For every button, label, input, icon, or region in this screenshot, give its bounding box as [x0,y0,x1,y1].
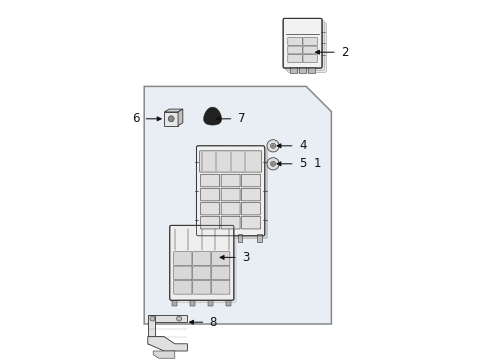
FancyBboxPatch shape [201,216,220,229]
FancyBboxPatch shape [174,280,192,294]
FancyBboxPatch shape [199,234,204,242]
FancyBboxPatch shape [199,149,268,239]
Polygon shape [144,86,331,324]
FancyBboxPatch shape [212,252,230,265]
Text: 2: 2 [341,46,348,59]
FancyBboxPatch shape [303,46,318,54]
FancyBboxPatch shape [208,299,213,306]
FancyBboxPatch shape [221,202,240,215]
Text: 5: 5 [299,157,306,170]
FancyBboxPatch shape [283,18,322,68]
FancyBboxPatch shape [291,67,297,73]
Circle shape [267,140,279,152]
Polygon shape [178,109,183,126]
FancyBboxPatch shape [170,225,234,300]
FancyBboxPatch shape [308,67,315,73]
Circle shape [270,143,276,148]
Text: 1: 1 [314,157,321,170]
FancyBboxPatch shape [242,216,261,229]
FancyBboxPatch shape [193,266,211,280]
Circle shape [176,316,182,321]
Text: 3: 3 [242,251,249,264]
Text: 8: 8 [210,316,217,329]
FancyBboxPatch shape [172,228,236,302]
FancyBboxPatch shape [212,280,230,294]
FancyBboxPatch shape [219,234,223,242]
FancyBboxPatch shape [190,299,195,306]
Polygon shape [148,315,155,344]
FancyBboxPatch shape [193,252,211,265]
FancyBboxPatch shape [283,18,322,68]
Text: 7: 7 [238,112,245,125]
FancyBboxPatch shape [242,174,261,187]
Circle shape [267,158,279,170]
Text: 4: 4 [299,139,307,152]
Circle shape [270,161,276,166]
FancyBboxPatch shape [242,202,261,215]
FancyBboxPatch shape [303,37,318,45]
Polygon shape [204,107,221,125]
FancyBboxPatch shape [201,202,220,215]
Polygon shape [148,337,187,351]
FancyBboxPatch shape [226,299,231,306]
FancyBboxPatch shape [221,174,240,187]
FancyBboxPatch shape [288,23,326,72]
FancyBboxPatch shape [201,174,220,187]
FancyBboxPatch shape [288,55,302,63]
FancyBboxPatch shape [199,151,262,172]
FancyBboxPatch shape [285,21,324,70]
FancyBboxPatch shape [299,67,306,73]
FancyBboxPatch shape [303,55,318,63]
FancyBboxPatch shape [221,188,240,201]
FancyBboxPatch shape [257,234,262,242]
FancyBboxPatch shape [238,234,243,242]
FancyBboxPatch shape [174,266,192,280]
FancyBboxPatch shape [212,266,230,280]
Polygon shape [164,109,183,112]
FancyBboxPatch shape [201,188,220,201]
Polygon shape [153,351,175,358]
FancyBboxPatch shape [221,216,240,229]
FancyBboxPatch shape [288,46,302,54]
FancyBboxPatch shape [172,299,176,306]
FancyBboxPatch shape [164,112,178,126]
Circle shape [150,316,155,321]
FancyBboxPatch shape [174,252,192,265]
Circle shape [168,116,174,122]
FancyBboxPatch shape [288,37,302,45]
FancyBboxPatch shape [170,225,234,300]
Polygon shape [148,315,187,322]
FancyBboxPatch shape [242,188,261,201]
FancyBboxPatch shape [196,146,265,236]
FancyBboxPatch shape [193,280,211,294]
Text: 6: 6 [132,112,139,125]
